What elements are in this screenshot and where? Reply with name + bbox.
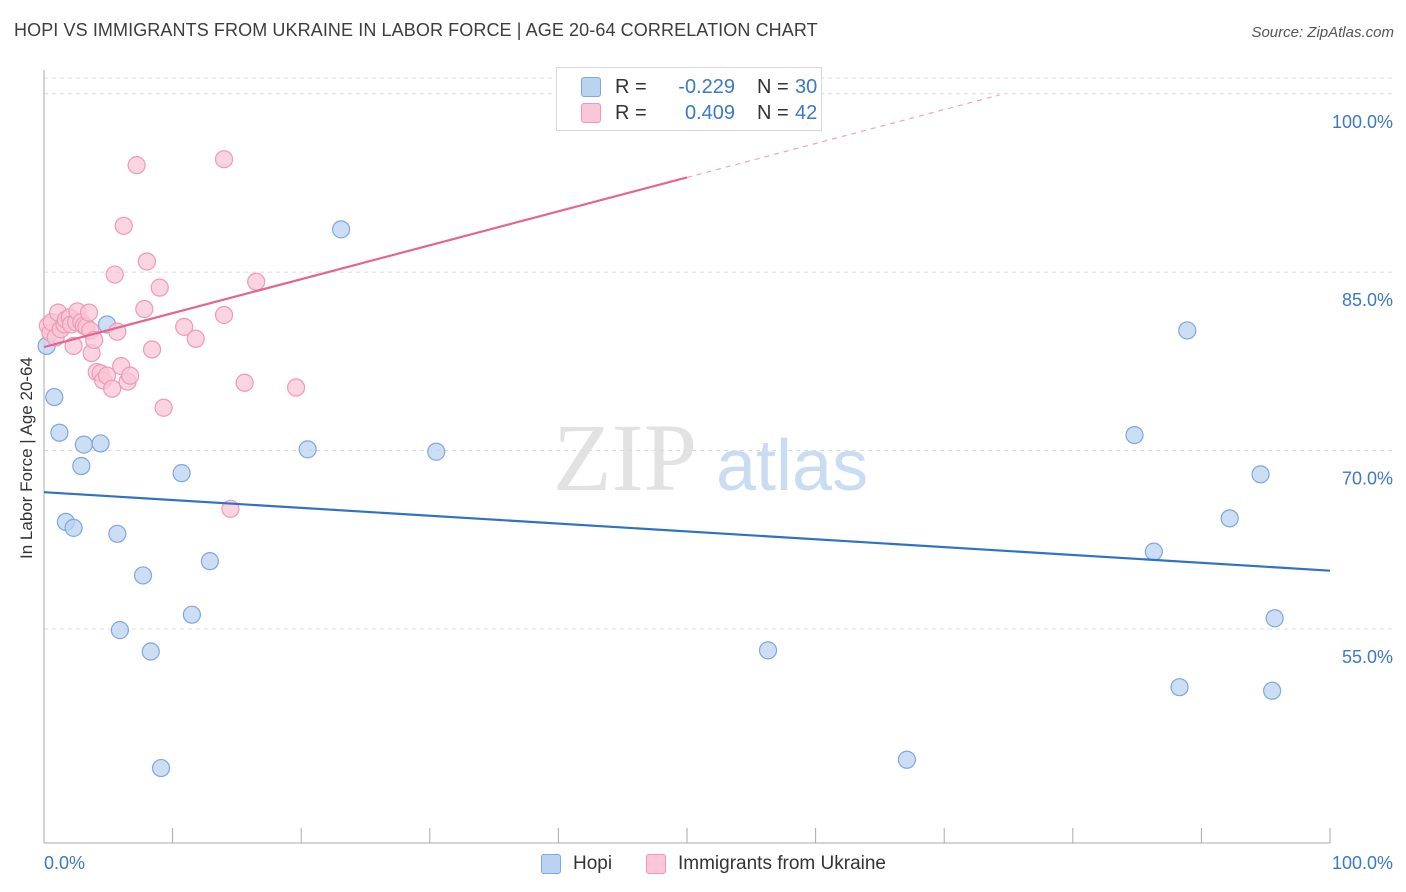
- point-hopi: [1263, 681, 1282, 700]
- point-ukraine: [105, 265, 124, 284]
- point-ukraine: [142, 340, 162, 359]
- legend-r-label: R =: [615, 75, 647, 98]
- source-label: Source: ZipAtlas.com: [1251, 24, 1394, 41]
- point-hopi: [897, 750, 917, 769]
- point-hopi: [1144, 542, 1163, 561]
- legend-n-value: 42: [795, 101, 818, 124]
- point-hopi: [200, 552, 219, 571]
- point-hopi: [1178, 321, 1197, 340]
- point-ukraine: [235, 373, 254, 392]
- legend-r-label: R =: [615, 101, 647, 124]
- point-hopi: [64, 518, 83, 537]
- point-hopi: [91, 434, 110, 453]
- legend-n-label: N =: [757, 75, 789, 98]
- x-tick-label: 100.0%: [1332, 853, 1393, 873]
- point-hopi: [331, 220, 351, 239]
- point-ukraine: [214, 150, 234, 169]
- bottom-legend-label-hopi: Hopi: [573, 853, 613, 874]
- legend-r-value: 0.409: [684, 101, 735, 124]
- point-hopi: [110, 621, 129, 640]
- legend-r-value: -0.229: [678, 75, 735, 98]
- point-hopi: [72, 456, 91, 476]
- legend-n-label: N =: [757, 101, 789, 124]
- point-ukraine: [135, 299, 154, 319]
- point-hopi: [1251, 465, 1270, 484]
- y-tick-label: 55.0%: [1342, 647, 1393, 667]
- point-hopi: [1265, 609, 1284, 628]
- chart-title: HOPI VS IMMIGRANTS FROM UKRAINE IN LABOR…: [14, 20, 818, 40]
- point-hopi: [427, 442, 446, 461]
- point-ukraine: [103, 379, 122, 398]
- point-ukraine: [114, 216, 133, 235]
- point-hopi: [45, 387, 64, 407]
- point-ukraine: [186, 329, 205, 348]
- legend-n-value: 30: [795, 75, 818, 98]
- watermark-atlas: atlas: [716, 426, 868, 506]
- bottom-legend-ukraine: Immigrants from Ukraine: [646, 852, 886, 876]
- legend-swatch-hopi: [581, 77, 601, 97]
- legend-swatch-ukraine: [581, 103, 601, 123]
- point-hopi: [74, 435, 93, 454]
- point-hopi: [1220, 509, 1239, 528]
- trendline-hopi: [43, 491, 1331, 572]
- point-ukraine: [175, 317, 194, 336]
- point-ukraine: [154, 398, 173, 417]
- point-ukraine: [127, 156, 146, 175]
- bottom-legend-hopi: Hopi: [541, 852, 612, 876]
- point-hopi: [182, 605, 201, 624]
- y-tick-label: 70.0%: [1342, 469, 1393, 489]
- point-ukraine: [214, 305, 234, 325]
- bottom-legend-swatch-hopi: [541, 854, 561, 874]
- bottom-legend-swatch-ukraine: [646, 854, 666, 874]
- point-hopi: [1125, 425, 1144, 445]
- point-ukraine: [150, 278, 169, 297]
- point-hopi: [151, 758, 171, 778]
- point-ukraine: [121, 366, 140, 385]
- y-tick-label: 100.0%: [1332, 112, 1393, 132]
- bottom-legend-label-ukraine: Immigrants from Ukraine: [678, 853, 886, 874]
- point-hopi: [758, 641, 778, 660]
- point-hopi: [108, 524, 127, 543]
- point-ukraine: [286, 378, 306, 397]
- point-hopi: [172, 464, 191, 483]
- point-hopi: [1170, 678, 1189, 697]
- legend-row-ukraine: R = 0.409 N = 42: [581, 100, 817, 126]
- trendline-extension-ukraine: [686, 94, 1000, 179]
- watermark-zip: ZIP: [553, 404, 697, 511]
- x-tick-label: 0.0%: [44, 853, 85, 873]
- point-hopi: [133, 566, 153, 585]
- correlation-legend: R = -0.229 N = 30 R = 0.409 N = 42: [556, 67, 822, 131]
- point-ukraine: [137, 252, 156, 271]
- point-ukraine: [247, 272, 266, 291]
- point-hopi: [50, 423, 69, 442]
- point-ukraine: [79, 303, 99, 322]
- point-hopi: [298, 440, 317, 459]
- y-tick-label: 85.0%: [1342, 290, 1393, 310]
- trendline-ukraine: [43, 176, 688, 349]
- point-ukraine: [64, 336, 83, 356]
- legend-row-hopi: R = -0.229 N = 30: [581, 74, 817, 100]
- point-hopi: [141, 642, 160, 661]
